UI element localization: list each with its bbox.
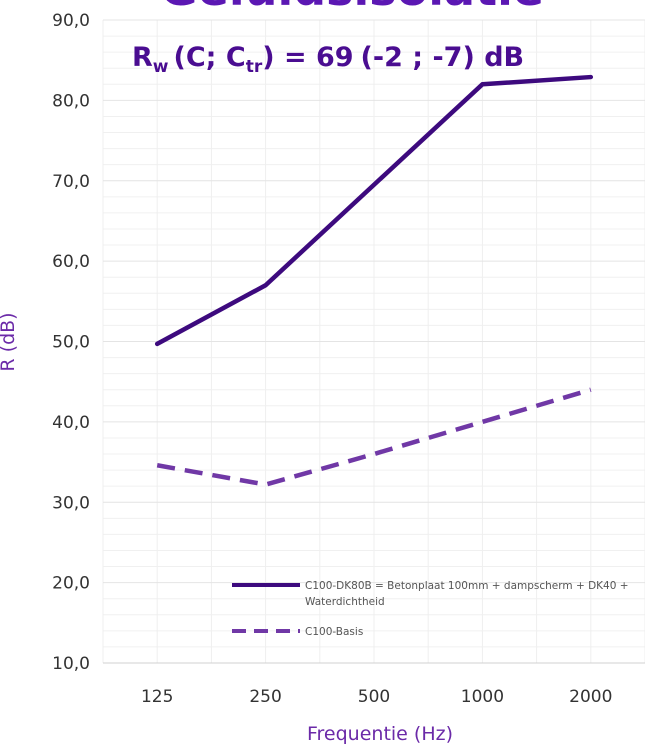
- legend-label: C100-DK80B = Betonplaat 100mm + dampsche…: [305, 580, 629, 592]
- y-tick-label: 60,0: [52, 252, 90, 272]
- rw-w-subscript: w: [153, 57, 169, 77]
- chart-title: Geluidsisolatie: [160, 0, 544, 16]
- axes: 10,0 20,0 30,0 40,0 50,0 60,0 70,0 80,0 90,0 125 2…: [52, 11, 612, 707]
- legend: C100-DK80B = Betonplaat 100mm + dampsche…: [232, 580, 629, 638]
- x-tick-label: 2000: [569, 687, 612, 707]
- x-tick-label: 500: [358, 687, 390, 707]
- rw-tr-subscript: tr: [246, 57, 263, 77]
- y-tick-label: 10,0: [52, 654, 90, 674]
- y-tick-label: 30,0: [52, 493, 90, 513]
- y-tick-label: 20,0: [52, 574, 90, 594]
- y-tick-label: 70,0: [52, 172, 90, 192]
- y-axis-title: R (dB): [0, 312, 19, 371]
- rw-rest: (-2 ; -7) dB: [361, 42, 525, 73]
- rw-close: ) = 69: [262, 42, 353, 73]
- legend-label: Waterdichtheid: [305, 596, 385, 608]
- rw-open: (C; C: [174, 42, 246, 73]
- y-tick-label: 50,0: [52, 333, 90, 353]
- x-axis-title: Frequentie (Hz): [307, 723, 453, 745]
- x-tick-label: 125: [141, 687, 173, 707]
- grid: [102, 19, 645, 664]
- y-tick-label: 80,0: [52, 91, 90, 111]
- x-tick-label: 250: [249, 687, 281, 707]
- series: [154, 74, 594, 487]
- series-line: [156, 387, 592, 487]
- legend-label: C100-Basis: [305, 626, 363, 638]
- y-tick-label: 90,0: [52, 11, 90, 31]
- y-tick-label: 40,0: [52, 413, 90, 433]
- x-tick-label: 1000: [461, 687, 504, 707]
- rw-annotation: Rw (C; Ctr) = 69 (-2 ; -7) dB: [132, 42, 524, 77]
- rw-r: R: [132, 42, 153, 73]
